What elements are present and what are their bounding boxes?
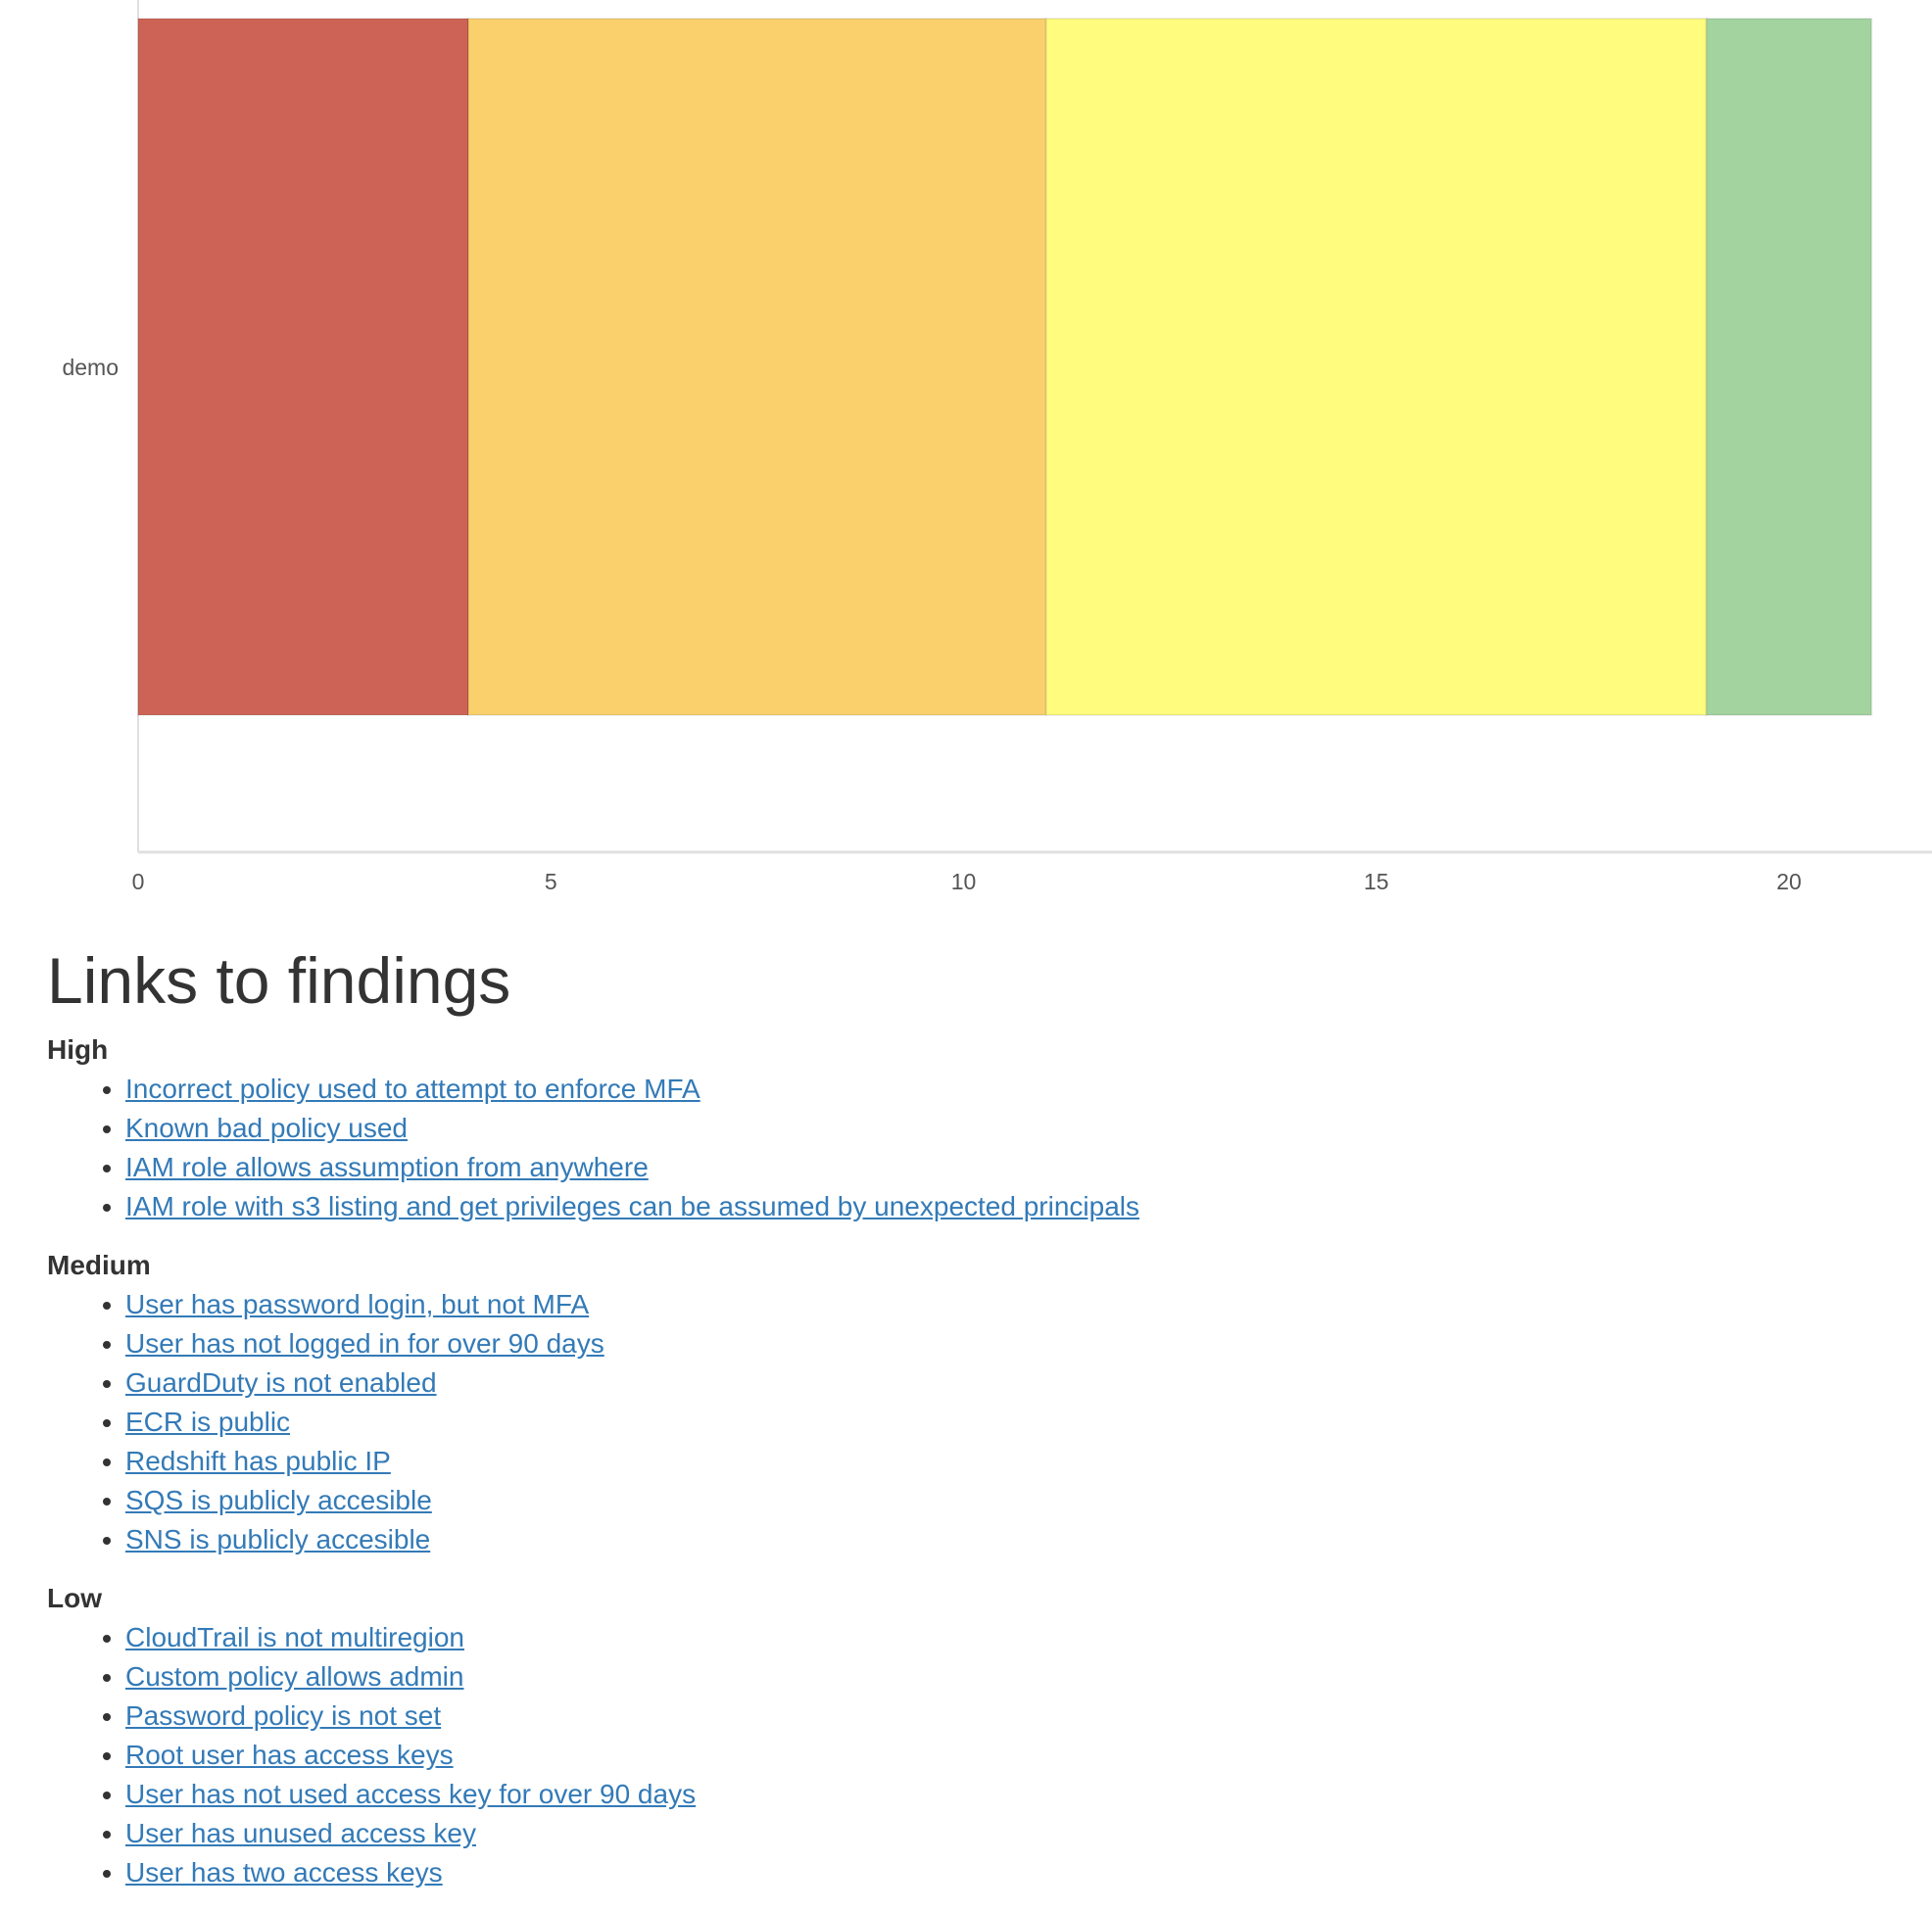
finding-link[interactable]: Root user has access keys	[125, 1740, 454, 1770]
list-item: Known bad policy used	[125, 1109, 1932, 1148]
list-item: Redshift has public IP	[125, 1442, 1932, 1481]
bar-segment-2	[1044, 18, 1708, 716]
finding-link[interactable]: IAM role allows assumption from anywhere	[125, 1152, 649, 1182]
x-tick-label: 5	[545, 869, 557, 894]
severity-group-high: High Incorrect policy used to attempt to …	[47, 1030, 1932, 1226]
list-item: CloudTrail is not multiregion	[125, 1618, 1932, 1657]
finding-link[interactable]: User has not used access key for over 90…	[125, 1779, 697, 1809]
list-item: IAM role with s3 listing and get privile…	[125, 1187, 1932, 1226]
findings-list: User has password login, but not MFA User…	[47, 1285, 1932, 1559]
list-item: IAM role allows assumption from anywhere	[125, 1148, 1932, 1187]
finding-link[interactable]: Redshift has public IP	[125, 1446, 391, 1476]
findings-section: Links to findings High Incorrect policy u…	[47, 941, 1932, 1912]
finding-link[interactable]: Known bad policy used	[125, 1113, 408, 1143]
finding-link[interactable]: ECR is public	[125, 1407, 291, 1437]
list-item: ECR is public	[125, 1403, 1932, 1442]
list-item: SNS is publicly accesible	[125, 1520, 1932, 1559]
finding-link[interactable]: IAM role with s3 listing and get privile…	[125, 1191, 1140, 1221]
finding-link[interactable]: Incorrect policy used to attempt to enfo…	[125, 1074, 700, 1104]
list-item: User has not used access key for over 90…	[125, 1775, 1932, 1814]
list-item: SQS is publicly accesible	[125, 1481, 1932, 1520]
x-tick-label: 0	[132, 869, 145, 894]
findings-list: CloudTrail is not multiregion Custom poli…	[47, 1618, 1932, 1892]
severity-label: High	[47, 1034, 109, 1065]
severity-label: Medium	[47, 1250, 151, 1280]
x-tick-label: 20	[1776, 869, 1802, 894]
finding-link[interactable]: SQS is publicly accesible	[125, 1485, 432, 1515]
finding-link[interactable]: CloudTrail is not multiregion	[125, 1622, 464, 1652]
x-tick-label: 10	[951, 869, 977, 894]
stacked-bar-chart: 0 5 10 15 20 demo	[62, 0, 1932, 894]
list-item: Custom policy allows admin	[125, 1657, 1932, 1697]
list-item: Password policy is not set	[125, 1697, 1932, 1736]
findings-list: Incorrect policy used to attempt to enfo…	[47, 1070, 1932, 1226]
finding-link[interactable]: User has two access keys	[125, 1857, 443, 1888]
severity-group-medium: Medium User has password login, but not M…	[47, 1246, 1932, 1559]
finding-link[interactable]: User has password login, but not MFA	[125, 1289, 590, 1319]
severity-group-low: Low CloudTrail is not multiregion Custom p…	[47, 1579, 1932, 1892]
finding-link[interactable]: User has unused access key	[125, 1818, 476, 1848]
bar-segment-1	[467, 18, 1047, 716]
severity-label: Low	[47, 1583, 102, 1613]
list-item: User has two access keys	[125, 1853, 1932, 1892]
x-tick-label: 15	[1364, 869, 1389, 894]
page-title: Links to findings	[47, 944, 511, 1017]
list-item: GuardDuty is not enabled	[125, 1363, 1932, 1403]
finding-link[interactable]: GuardDuty is not enabled	[125, 1367, 437, 1398]
finding-link[interactable]: SNS is publicly accesible	[125, 1524, 431, 1554]
list-item: Root user has access keys	[125, 1736, 1932, 1775]
category-label: demo	[62, 355, 119, 380]
finding-link[interactable]: Password policy is not set	[125, 1700, 442, 1731]
bar-segment-0	[137, 18, 469, 716]
finding-link[interactable]: User has not logged in for over 90 days	[125, 1328, 604, 1359]
list-item: User has not logged in for over 90 days	[125, 1324, 1932, 1363]
list-item: Incorrect policy used to attempt to enfo…	[125, 1070, 1932, 1109]
list-item: User has password login, but not MFA	[125, 1285, 1932, 1324]
finding-link[interactable]: Custom policy allows admin	[125, 1661, 464, 1692]
bar-segment-3	[1705, 18, 1873, 716]
list-item: User has unused access key	[125, 1814, 1932, 1853]
